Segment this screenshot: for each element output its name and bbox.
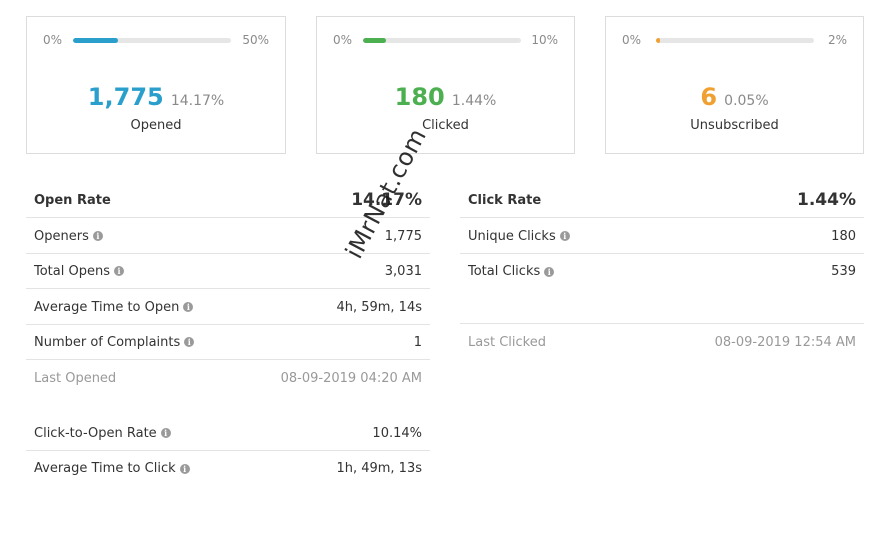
clicked-progress-fill <box>363 38 386 43</box>
info-icon[interactable]: i <box>92 231 103 241</box>
opened-progress-fill <box>73 38 118 43</box>
clicked-count: 180 <box>394 83 445 111</box>
stat-row-number-of-complaints: Number of Complaints i 1 <box>26 325 430 360</box>
info-icon[interactable]: i <box>184 337 195 347</box>
divider <box>460 323 864 324</box>
opened-progress-bar <box>73 38 231 43</box>
unsubscribed-percent: 0.05% <box>724 93 769 109</box>
stat-label: Average Time to Click <box>34 461 176 476</box>
stat-value: 08-09-2019 12:54 AM <box>714 335 856 350</box>
stat-value: 180 <box>831 228 856 244</box>
stat-row-total-clicks: Total Clicks i 539 <box>460 254 864 289</box>
unsubscribed-card: 0% 2% 6 0.05% Unsubscribed <box>605 16 864 154</box>
stat-label: Total Opens <box>34 263 110 279</box>
stat-value: 3,031 <box>384 263 422 279</box>
info-icon[interactable]: i <box>559 231 570 241</box>
click-rate-value: 1.44% <box>797 190 856 210</box>
unsubscribed-count: 6 <box>700 83 718 111</box>
stat-value: 4h, 59m, 14s <box>336 299 422 315</box>
info-icon[interactable]: i <box>114 266 124 276</box>
stat-value: 10.14% <box>372 425 422 441</box>
clicked-min-label: 0% <box>333 33 353 47</box>
stat-label: Average Time to Open <box>34 299 180 315</box>
unsubscribed-progress-fill <box>656 38 660 43</box>
stat-row-unique-clicks: Unique Clicks i 180 <box>460 219 864 254</box>
click-rate-header: Click Rate 1.44% <box>460 183 864 218</box>
unsubscribed-caption: Unsubscribed <box>690 118 779 133</box>
info-icon[interactable]: i <box>544 266 555 277</box>
stat-row-click-to-open-rate: Click-to-Open Rate i 10.14% <box>26 416 430 451</box>
open-rate-title: Open Rate <box>34 192 111 208</box>
info-icon[interactable]: i <box>160 428 171 438</box>
opened-max-label: 50% <box>242 33 269 47</box>
clicked-percent: 1.44% <box>451 93 497 109</box>
stat-label: Click-to-Open Rate <box>34 425 157 441</box>
stat-value: 539 <box>831 264 856 279</box>
stat-label: Last Clicked <box>468 335 546 350</box>
stat-label: Number of Complaints <box>34 334 181 350</box>
clicked-max-label: 10% <box>531 33 558 47</box>
clicked-caption: Clicked <box>422 118 469 133</box>
open-rate-value: 14.17% <box>351 190 422 210</box>
stat-row-last-opened: Last Opened 08-09-2019 04:20 AM <box>26 361 430 396</box>
stat-row-average-time-to-click: Average Time to Click i 1h, 49m, 13s <box>26 451 430 486</box>
stat-value: 1,775 <box>384 228 422 244</box>
stat-value: 1 <box>413 334 422 350</box>
stat-label: Last Opened <box>34 371 117 386</box>
info-icon[interactable]: i <box>183 302 194 312</box>
clicked-progress-bar <box>363 38 521 43</box>
opened-card: 0% 50% 1,775 14.17% Opened <box>26 16 286 154</box>
stat-label: Unique Clicks <box>468 228 556 244</box>
stat-row-total-opens: Total Opens i 3,031 <box>26 254 430 289</box>
opened-percent: 14.17% <box>170 93 225 109</box>
stat-row-last-clicked: Last Clicked 08-09-2019 12:54 AM <box>460 325 864 360</box>
opened-count: 1,775 <box>87 83 164 111</box>
clicked-card: 0% 10% 180 1.44% Clicked <box>316 16 575 154</box>
stat-label: Total Clicks <box>468 264 541 279</box>
stat-row-average-time-to-open: Average Time to Open i 4h, 59m, 14s <box>26 290 430 325</box>
stat-value: 1h, 49m, 13s <box>336 461 422 476</box>
unsubscribed-min-label: 0% <box>622 33 642 47</box>
stat-value: 08-09-2019 04:20 AM <box>280 371 422 386</box>
stat-label: Openers <box>34 228 89 244</box>
opened-min-label: 0% <box>43 33 63 47</box>
unsubscribed-progress-bar <box>656 38 814 43</box>
click-rate-title: Click Rate <box>468 192 542 208</box>
unsubscribed-max-label: 2% <box>827 33 847 47</box>
info-icon[interactable]: i <box>179 463 190 474</box>
stat-row-openers: Openers i 1,775 <box>26 219 430 254</box>
open-rate-header: Open Rate 14.17% <box>26 183 430 218</box>
opened-caption: Opened <box>130 118 182 133</box>
